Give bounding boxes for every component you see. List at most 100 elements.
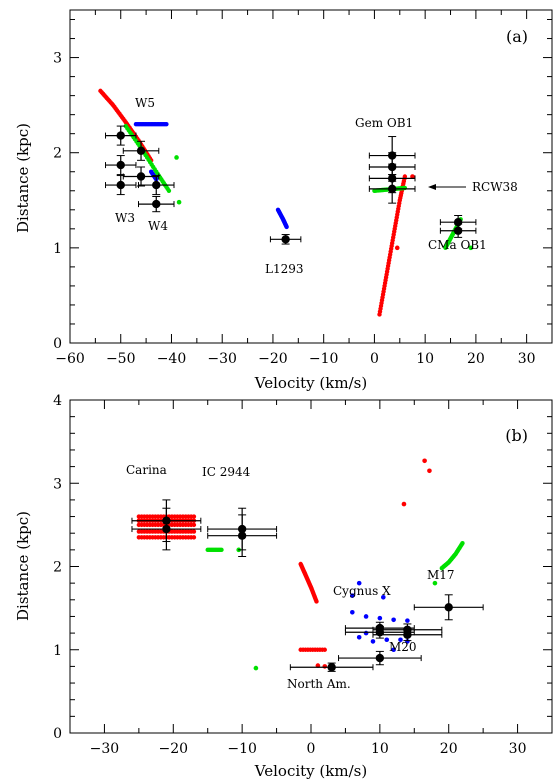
annotation-cma-ob1: CMa OB1 — [428, 238, 487, 252]
y-tick-label: 1 — [53, 241, 62, 257]
x-tick-label: −10 — [309, 351, 339, 367]
y-tick-label: 2 — [53, 146, 62, 162]
black-point — [453, 226, 463, 235]
errorbar-point — [439, 215, 477, 230]
errorbar-point — [105, 175, 137, 196]
red-point — [410, 174, 415, 179]
annotation-north-am: North Am. — [287, 677, 351, 691]
red-point — [322, 664, 328, 669]
panel-a-series — [98, 88, 477, 317]
errorbar-point — [207, 514, 278, 558]
panel-a-frame — [69, 9, 553, 344]
red-point — [394, 245, 400, 251]
panel-b-series — [131, 458, 484, 672]
blue-point — [391, 647, 396, 653]
errorbar-point — [368, 174, 416, 204]
black-point — [375, 653, 385, 663]
red-point — [402, 174, 408, 179]
panel-b: −30 −20 −10 0 10 20 30 0 1 2 3 4 (b) Velocity (km/s… — [14, 393, 553, 780]
x-tick-label: −40 — [157, 351, 187, 367]
errorbar-point — [137, 195, 175, 213]
green-point — [166, 188, 172, 193]
errorbar-point — [105, 155, 137, 176]
green-point — [460, 540, 465, 546]
blue-point — [405, 618, 410, 623]
errorbar-point — [131, 507, 202, 551]
blue-point — [356, 634, 362, 640]
black-point — [136, 146, 146, 156]
x-tick-label: −10 — [227, 741, 257, 757]
black-point — [116, 131, 125, 140]
annotation-cygnus-x: Cygnus X — [333, 584, 391, 598]
black-point — [444, 603, 453, 612]
errorbar-point — [269, 234, 302, 245]
panel-a-xlabel: Velocity (km/s) — [254, 374, 367, 392]
red-point — [427, 468, 432, 474]
blue-point — [384, 637, 390, 643]
blue-point — [398, 637, 403, 643]
red-point — [322, 647, 327, 652]
annotation-l1293: L1293 — [265, 262, 304, 276]
blue-point — [377, 615, 383, 621]
x-tick-label: 30 — [509, 741, 527, 757]
x-tick-label: −20 — [258, 351, 288, 367]
black-point — [281, 235, 290, 244]
red-point — [422, 458, 427, 464]
blue-point — [363, 630, 369, 636]
x-tick-label: 10 — [371, 741, 389, 757]
errorbar-point — [439, 223, 477, 238]
annotation-rcw38: RCW38 — [472, 180, 518, 194]
x-tick-label: −30 — [90, 741, 120, 757]
green-point — [176, 199, 182, 205]
x-tick-label: −20 — [159, 741, 189, 757]
red-point — [314, 599, 319, 604]
errorbar-point — [372, 628, 443, 642]
panel-a-ticks: −60 −50 −40 −30 −20 −10 0 10 20 30 0 1 2 3 — [53, 10, 553, 367]
green-point — [468, 245, 474, 251]
red-point — [191, 535, 197, 540]
errorbar-point — [413, 594, 484, 621]
red-point — [191, 529, 197, 534]
annotation-gem-ob1: Gem OB1 — [355, 116, 413, 130]
blue-point — [370, 639, 376, 644]
red-point — [191, 522, 197, 528]
annotation-w5: W5 — [135, 96, 155, 110]
annotation-m17: M17 — [427, 568, 455, 582]
y-tick-label: 1 — [53, 643, 62, 659]
x-tick-label: 20 — [467, 351, 485, 367]
annotation-ic2944: IC 2944 — [202, 465, 251, 479]
black-point — [387, 184, 397, 194]
y-tick-label: 3 — [53, 51, 62, 67]
annotation-carina: Carina — [126, 463, 167, 477]
annotation-m20: M20 — [389, 640, 417, 654]
black-point — [152, 180, 161, 190]
x-tick-label: 10 — [416, 351, 434, 367]
panel-a: −60 −50 −40 −30 −20 −10 0 10 20 30 0 1 2 3 (a) Veloci… — [14, 9, 553, 392]
y-tick-label: 3 — [53, 476, 62, 492]
red-point — [401, 501, 407, 507]
black-point — [237, 531, 247, 540]
panel-a-ylabel: Distance (kpc) — [14, 123, 32, 233]
errorbar-point — [137, 175, 175, 196]
x-tick-label: 30 — [518, 351, 536, 367]
blue-point — [381, 595, 386, 600]
black-point — [327, 663, 336, 672]
blue-point — [350, 609, 355, 615]
green-point — [174, 155, 179, 160]
panel-b-ticks: −30 −20 −10 0 10 20 30 0 1 2 3 4 — [53, 393, 553, 757]
panel-b-ylabel: Distance (kpc) — [14, 511, 32, 621]
black-point — [136, 172, 146, 181]
errorbar-point — [105, 125, 137, 146]
x-tick-label: 0 — [370, 351, 379, 367]
x-tick-label: 20 — [440, 741, 458, 757]
rcw38-arrow — [428, 184, 466, 190]
panel-a-label: (a) — [506, 27, 528, 46]
panel-b-xlabel: Velocity (km/s) — [254, 762, 367, 780]
y-tick-label: 0 — [53, 336, 62, 352]
blue-point — [391, 617, 396, 623]
blue-point — [356, 580, 362, 586]
black-point — [152, 199, 161, 209]
blue-point — [363, 614, 369, 619]
blue-point — [164, 121, 169, 127]
